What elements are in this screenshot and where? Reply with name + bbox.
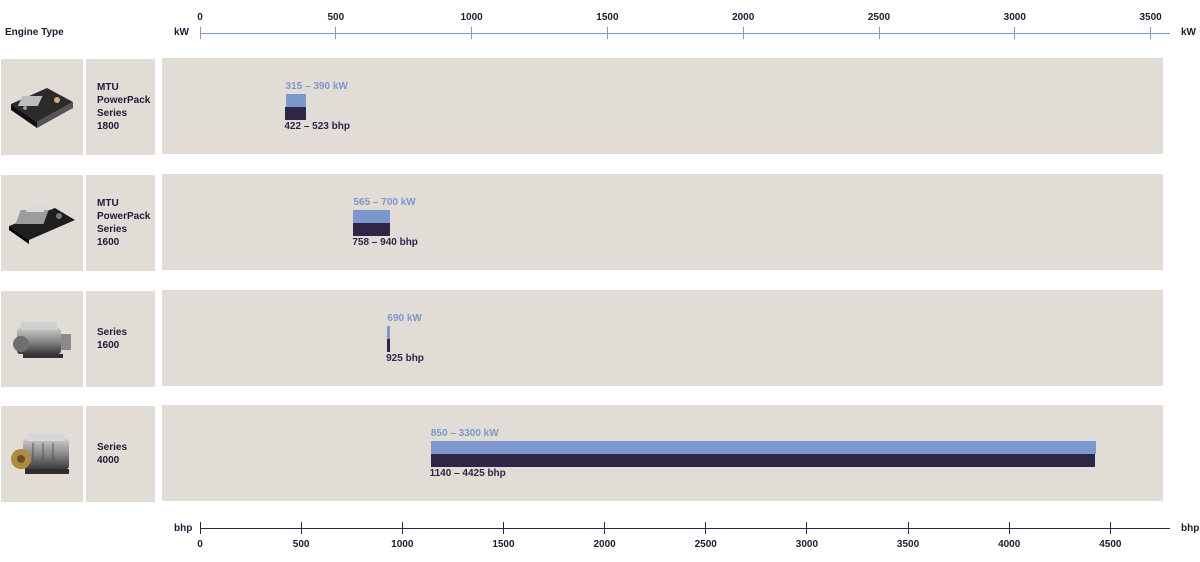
kw-tick-label: 2000 bbox=[732, 12, 755, 23]
kw-tick-label: 3500 bbox=[1139, 12, 1162, 23]
bhp-tick-label: 4000 bbox=[998, 539, 1021, 550]
bhp-range-bar bbox=[387, 339, 391, 352]
bhp-tick-label: 500 bbox=[292, 539, 310, 550]
engine-name-cell: Series 1600 bbox=[86, 291, 155, 387]
engine-thumbnail bbox=[1, 406, 83, 502]
engine-name: Series 1600 bbox=[97, 327, 128, 351]
row-plot-area bbox=[162, 290, 1163, 386]
kw-tick-label: 0 bbox=[197, 12, 203, 23]
bhp-tick bbox=[1008, 522, 1010, 534]
kw-tick-label: 2500 bbox=[867, 12, 891, 23]
bhp-tick-label: 1500 bbox=[492, 539, 515, 550]
row-plot-area bbox=[162, 174, 1163, 270]
bhp-tick bbox=[502, 522, 504, 534]
engine-thumbnail bbox=[1, 59, 83, 155]
kw-range-bar bbox=[430, 441, 1097, 454]
engine-illustration bbox=[7, 314, 77, 369]
bhp-tick bbox=[199, 522, 201, 534]
bhp-tick bbox=[300, 522, 302, 534]
bhp-tick-label: 1000 bbox=[391, 539, 414, 550]
kw-range-label: 565 – 700 kW bbox=[353, 197, 416, 208]
bhp-tick-label: 2000 bbox=[593, 539, 616, 550]
bhp-tick-label: 3000 bbox=[795, 539, 819, 550]
engine-name: Series 4000 bbox=[97, 442, 128, 466]
bhp-tick bbox=[1109, 522, 1111, 534]
kw-tick bbox=[606, 27, 608, 39]
bhp-axis-line bbox=[200, 528, 1170, 529]
kw-axis-unit-left: kW bbox=[174, 27, 189, 38]
bhp-range-label: 1140 – 4425 bhp bbox=[429, 468, 506, 479]
kw-range-bar bbox=[353, 210, 391, 223]
engine-illustration bbox=[7, 198, 77, 253]
bhp-tick bbox=[604, 522, 606, 534]
bhp-range-bar bbox=[430, 454, 1096, 467]
bhp-axis-unit-left: bhp bbox=[174, 523, 193, 534]
engine-name-cell: MTU PowerPack Series 1800 bbox=[86, 59, 155, 155]
bhp-tick-label: 4500 bbox=[1099, 539, 1122, 550]
bhp-range-bar bbox=[353, 223, 391, 236]
kw-tick bbox=[335, 27, 337, 39]
kw-tick bbox=[742, 27, 744, 39]
kw-range-bar bbox=[387, 326, 391, 339]
bhp-tick bbox=[907, 522, 909, 534]
kw-tick bbox=[1014, 27, 1016, 39]
engine-illustration bbox=[7, 82, 77, 137]
bhp-tick bbox=[806, 522, 808, 534]
engine-type-header: Engine Type bbox=[5, 27, 64, 38]
kw-range-label: 315 – 390 kW bbox=[285, 81, 348, 92]
row-plot-area bbox=[162, 58, 1163, 154]
kw-tick bbox=[471, 27, 473, 39]
kw-tick bbox=[878, 27, 880, 39]
kw-axis-line bbox=[200, 33, 1170, 34]
bhp-tick-label: 3500 bbox=[896, 539, 920, 550]
bhp-tick bbox=[705, 522, 707, 534]
kw-tick bbox=[199, 27, 201, 39]
kw-range-bar bbox=[285, 94, 306, 107]
kw-range-label: 850 – 3300 kW bbox=[430, 428, 499, 439]
bhp-tick-label: 0 bbox=[197, 539, 203, 550]
kw-range-label: 690 kW bbox=[387, 313, 422, 324]
engine-thumbnail bbox=[1, 175, 83, 271]
bhp-axis-unit-right: bhp bbox=[1181, 523, 1200, 534]
kw-tick-label: 1000 bbox=[460, 12, 483, 23]
kw-tick bbox=[1150, 27, 1152, 39]
engine-illustration bbox=[7, 429, 77, 484]
bhp-range-label: 925 bhp bbox=[386, 353, 424, 364]
bhp-tick bbox=[401, 522, 403, 534]
kw-tick-label: 500 bbox=[327, 12, 345, 23]
kw-axis-unit-right: kW bbox=[1181, 27, 1196, 38]
engine-name-cell: Series 4000 bbox=[86, 406, 155, 502]
engine-name: MTU PowerPack Series 1600 bbox=[97, 198, 151, 248]
bhp-tick-label: 2500 bbox=[694, 539, 717, 550]
engine-name-cell: MTU PowerPack Series 1600 bbox=[86, 175, 155, 271]
bhp-range-bar bbox=[285, 107, 306, 120]
engine-thumbnail bbox=[1, 291, 83, 387]
kw-tick-label: 1500 bbox=[596, 12, 619, 23]
bhp-range-label: 422 – 523 bhp bbox=[284, 121, 350, 132]
kw-tick-label: 3000 bbox=[1003, 12, 1026, 23]
engine-name: MTU PowerPack Series 1800 bbox=[97, 82, 151, 132]
bhp-range-label: 758 – 940 bhp bbox=[352, 237, 418, 248]
